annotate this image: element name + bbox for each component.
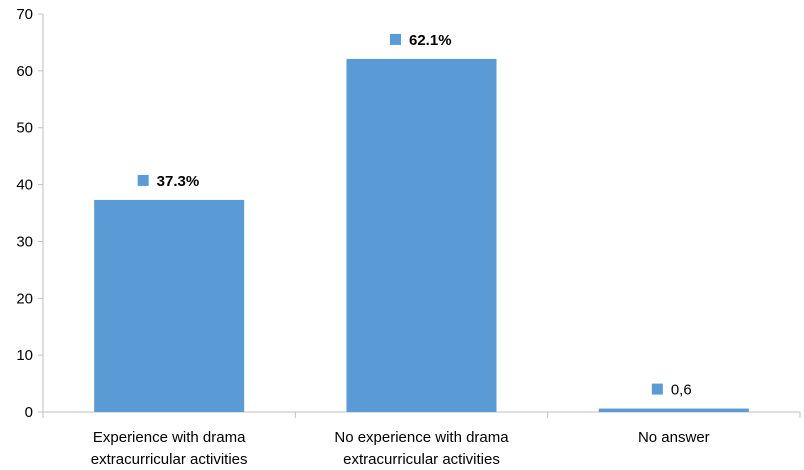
x-category-label: No experience with drama — [334, 429, 509, 446]
y-tick-label: 30 — [16, 233, 33, 250]
y-tick-label: 60 — [16, 63, 33, 80]
x-category-label: extracurricular activities — [343, 451, 500, 468]
y-tick-label: 50 — [16, 120, 33, 137]
data-label-key — [137, 174, 149, 186]
data-label: 0,6 — [671, 382, 692, 399]
data-label: 37.3% — [157, 173, 200, 190]
y-tick-label: 10 — [16, 347, 33, 364]
x-category-label: Experience with drama — [93, 429, 246, 446]
data-label: 62.1% — [409, 32, 452, 49]
y-tick-label: 20 — [16, 290, 33, 307]
x-category-label: No answer — [638, 429, 710, 446]
bar — [94, 199, 245, 412]
y-tick-label: 70 — [16, 6, 33, 23]
bar — [598, 408, 749, 412]
data-label-key — [651, 383, 663, 395]
bar — [346, 58, 497, 412]
y-tick-label: 40 — [16, 177, 33, 194]
data-label-key — [390, 33, 401, 45]
y-tick-label: 0 — [25, 404, 33, 421]
x-category-label: extracurricular activities — [91, 451, 248, 468]
